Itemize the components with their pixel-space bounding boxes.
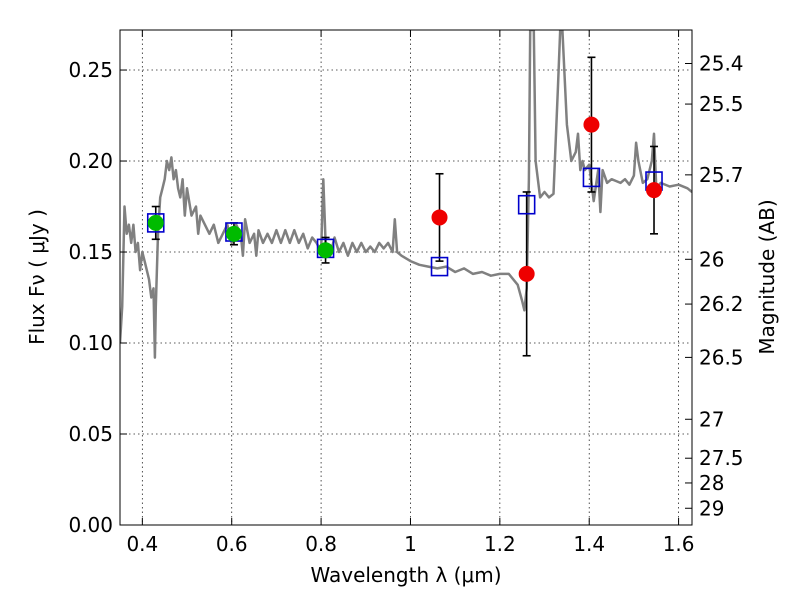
mag-tick-label: 25.7 (699, 163, 744, 187)
x-tick-label: 1.6 (663, 532, 695, 556)
y-tick-label: 0.20 (68, 149, 113, 173)
mag-tick-label: 26.2 (699, 292, 744, 316)
point-layer (147, 116, 663, 282)
x-tick-label: 1.4 (573, 532, 605, 556)
mag-tick-label: 26 (699, 247, 724, 271)
mag-tick-label: 25.4 (699, 51, 744, 75)
y-tick-label: 0.10 (68, 331, 113, 355)
grid (120, 30, 692, 526)
x-tick-label: 0.4 (126, 532, 158, 556)
plot-frame (119, 29, 693, 526)
template-spectrum-line (120, 30, 692, 359)
red-point (431, 209, 448, 226)
model-square (430, 256, 449, 277)
red-point (646, 182, 663, 199)
y-tick-label: 0.05 (68, 422, 113, 446)
green-point (147, 214, 164, 231)
right-axis-label: Magnitude (AB) (755, 199, 779, 354)
red-point (583, 116, 600, 133)
x-tick-label: 0.8 (305, 532, 337, 556)
model-square (517, 194, 536, 215)
x-tick-label: 0.6 (216, 532, 248, 556)
model-square (582, 167, 601, 188)
y-tick-label: 0.25 (68, 58, 113, 82)
mag-tick-label: 27 (699, 407, 724, 431)
axis-ticks: 0.4 0.6 0.8 1 1.2 1.4 1.6 0.00 0.05 0.10 0.15 0.20 0… (68, 30, 744, 556)
red-point (518, 265, 535, 282)
green-point (317, 242, 334, 259)
x-tick-label: 1.2 (484, 532, 516, 556)
errorbar-layer (151, 56, 659, 357)
mag-tick-label: 27.5 (699, 446, 744, 470)
green-point (225, 225, 242, 242)
x-tick-label: 1 (404, 532, 417, 556)
y-axis-label: Flux Fν ( μJy ) (25, 209, 49, 345)
model-square-layer (146, 167, 663, 277)
y-tick-label: 0.00 (68, 513, 113, 537)
y-tick-label: 0.15 (68, 240, 113, 264)
mag-tick-label: 25.5 (699, 92, 744, 116)
mag-tick-label: 26.5 (699, 345, 744, 369)
template-layer (120, 30, 692, 359)
x-axis-label: Wavelength λ (μm) (310, 563, 501, 587)
mag-tick-label: 28 (699, 471, 724, 495)
mag-tick-label: 29 (699, 496, 724, 520)
